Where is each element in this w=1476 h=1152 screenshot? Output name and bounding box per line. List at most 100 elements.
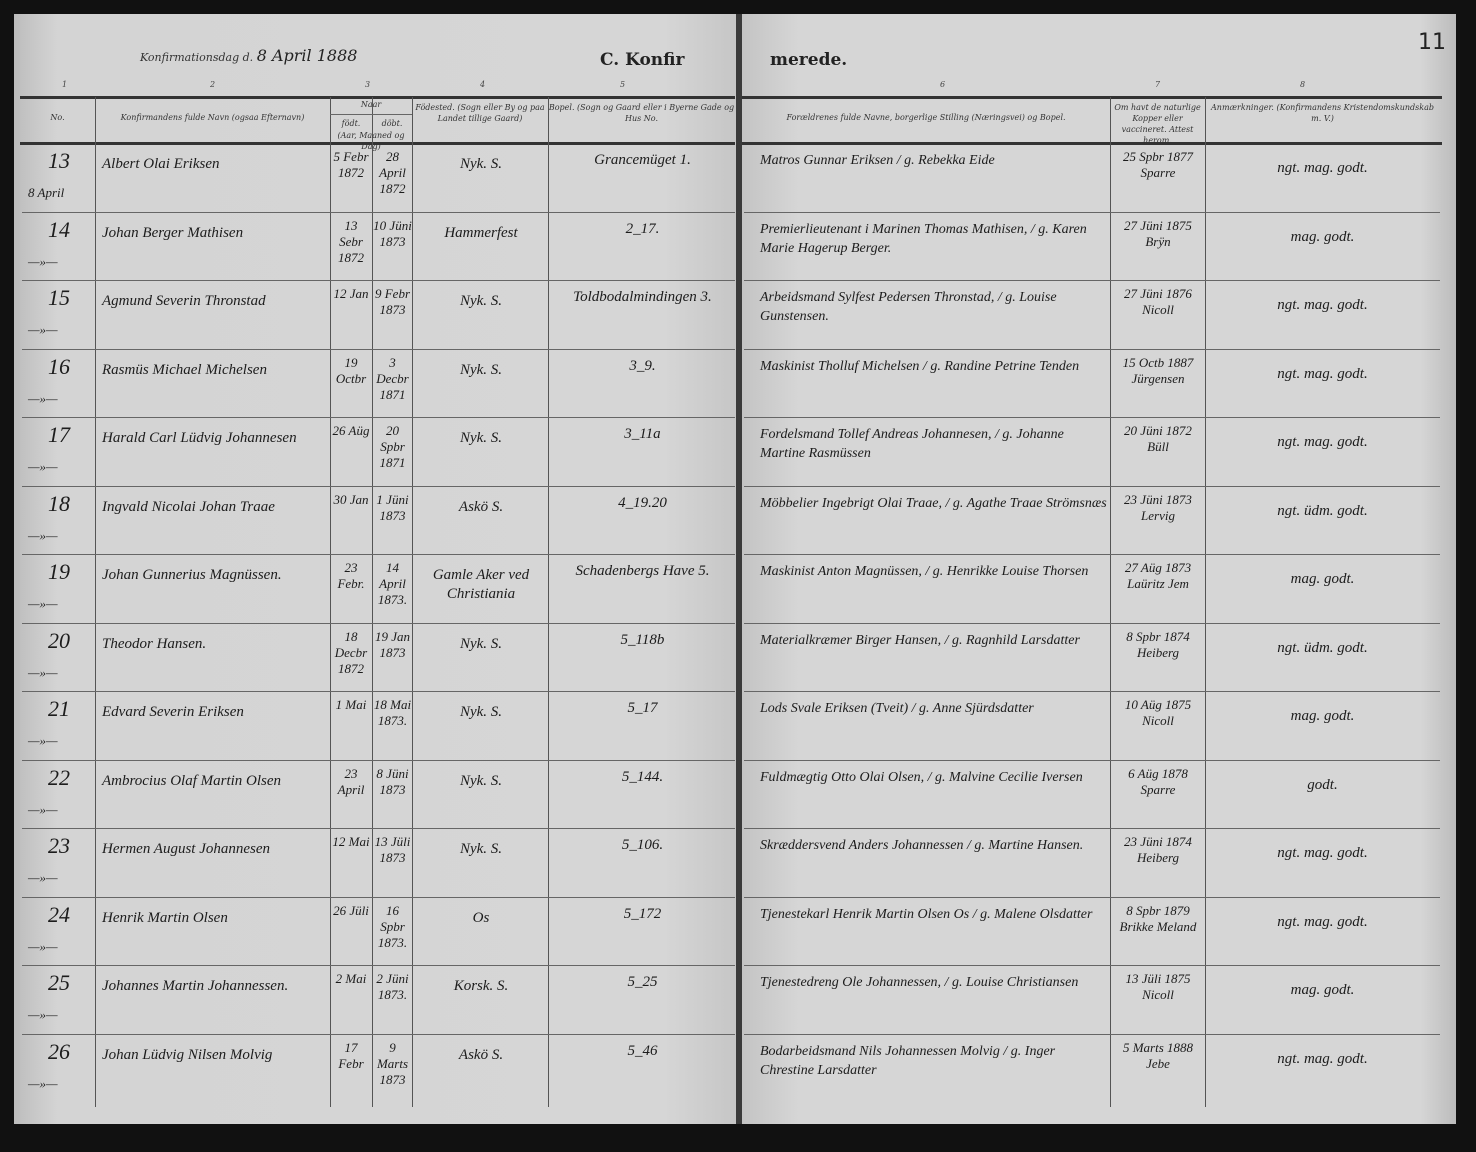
row-divider	[744, 691, 1440, 692]
row-divider	[22, 828, 735, 829]
confirmand-name: Edvard Severin Eriksen	[102, 704, 244, 720]
row-divider	[744, 1033, 1440, 1035]
baptism-date: 2 Jüni 1873.	[376, 971, 409, 1002]
row-divider	[22, 896, 735, 898]
baptism-date: 20 Spbr 1871	[379, 423, 406, 470]
birthplace: Nyk. S.	[459, 704, 503, 720]
residence: 5_46	[627, 1042, 658, 1059]
entry-number: 21	[48, 696, 70, 721]
birthplace: Hammerfest	[444, 224, 518, 241]
remarks: ngt. mag. godt.	[1277, 160, 1368, 176]
confirmand-name: Hermen August Johannesen	[102, 841, 271, 857]
residence: Grancemüget 1.	[594, 152, 691, 168]
row-divider	[22, 554, 735, 555]
birth-date: 30 Jan	[333, 491, 369, 507]
birthplace: Nyk. S.	[459, 156, 503, 172]
row-divider	[22, 1033, 735, 1035]
birthplace: Nyk. S.	[459, 293, 503, 309]
residence: 2_17.	[625, 220, 660, 237]
row-divider	[22, 965, 735, 966]
column-header-bopel: Bopel. (Sogn og Gaard eller i Byerne Gad…	[548, 103, 735, 123]
row-divider	[744, 759, 1440, 761]
entry-date: —»—	[28, 459, 58, 474]
residence: 3_9.	[629, 357, 656, 374]
page-number: 11	[1418, 30, 1446, 55]
entry-number: 22	[48, 764, 70, 790]
parents: Maskinist Tholluf Michelsen / g. Randine…	[760, 358, 1080, 374]
birthplace: Askö S.	[458, 498, 504, 515]
confirmand-name: Johan Lüdvig Nilsen Molvig	[102, 1046, 273, 1063]
entry-number: 17	[48, 422, 70, 447]
vaccination: 27 Aüg 1873 Laüritz Jem	[1124, 560, 1192, 591]
confirmation-date-line: Konfirmationsdag d. 8 April 1888	[140, 46, 358, 65]
vaccination: 10 Aüg 1875 Nicoll	[1124, 697, 1192, 728]
parents: Fordelsmand Tollef Andreas Johannesen, /…	[760, 427, 1064, 461]
birthplace: Nyk. S.	[459, 772, 503, 789]
row-divider	[22, 280, 735, 281]
parents: Skræddersvend Anders Johannessen / g. Ma…	[760, 838, 1084, 853]
baptism-date: 10 Jüni 1873	[373, 217, 412, 249]
confirmand-name: Ingvald Nicolai Johan Traae	[102, 498, 275, 515]
remarks: mag. godt.	[1290, 708, 1355, 724]
remarks: ngt. mag. godt.	[1277, 1050, 1368, 1067]
baptism-date: 19 Jan 1873	[374, 628, 411, 660]
header-bottom-rule	[742, 142, 1442, 145]
vaccination: 27 Jüni 1875 Brÿn	[1124, 217, 1192, 249]
confirmand-name: Johannes Martin Johannessen.	[102, 978, 289, 994]
parents: Lods Svale Eriksen (Tveit) / g. Anne Sjü…	[760, 701, 1034, 716]
header-bottom-rule	[20, 142, 735, 145]
vaccination: 15 Octb 1887 Jürgensen	[1122, 354, 1194, 386]
entry-number: 19	[48, 559, 70, 584]
entry-number: 18	[48, 490, 70, 516]
column-header-no: No.	[50, 113, 65, 122]
row-divider	[22, 622, 735, 624]
remarks: godt.	[1307, 776, 1338, 793]
book-spine	[736, 14, 742, 1124]
entry-number: 20	[48, 627, 70, 653]
entry-date: —»—	[28, 390, 58, 406]
entry-date: —»—	[28, 596, 58, 611]
birthplace: Os	[472, 909, 490, 926]
vaccination: 8 Spbr 1874 Heiberg	[1126, 628, 1190, 660]
birthplace: Gamle Aker ved Christiania	[432, 567, 530, 602]
column-header-name: Konfirmandens fulde Navn (ogsaa Efternav…	[120, 113, 305, 122]
column-number: 6	[940, 80, 946, 89]
residence: 5_144.	[621, 768, 664, 785]
column-divider	[412, 97, 413, 1107]
baptism-date: 14 April 1873.	[377, 560, 408, 607]
baptism-date: 18 Mai 1873.	[373, 697, 412, 728]
baptism-date: 16 Spbr 1873.	[377, 902, 408, 950]
remarks: ngt. mag. godt.	[1277, 913, 1368, 930]
row-divider	[744, 965, 1440, 966]
entry-date: —»—	[28, 527, 58, 543]
column-header-fodt: födt.	[341, 119, 361, 128]
confirmation-date: 8 April 1888	[256, 46, 358, 65]
column-divider	[372, 97, 373, 1107]
remarks: ngt. üdm. godt.	[1277, 502, 1368, 519]
entry-date: —»—	[28, 801, 58, 817]
row-divider	[744, 828, 1440, 829]
entry-date: —»—	[28, 1075, 58, 1091]
row-divider	[744, 417, 1440, 418]
row-divider	[744, 211, 1440, 213]
title-right: merede.	[770, 50, 848, 70]
entry-number: 24	[48, 901, 70, 927]
column-divider	[95, 97, 96, 1107]
baptism-date: 9 Marts 1873	[376, 1039, 409, 1087]
birth-date: 23 April	[337, 765, 365, 797]
entry-number: 16	[48, 353, 70, 379]
vaccination: 23 Jüni 1874 Heiberg	[1124, 834, 1192, 865]
entry-number: 15	[48, 285, 70, 310]
column-divider	[548, 97, 549, 1107]
birth-date: 18 Decbr 1872	[334, 628, 368, 676]
column-header-anm: Anmærkninger. (Konfirmandens Kristendoms…	[1211, 103, 1434, 123]
vaccination: 23 Jüni 1873 Lervig	[1124, 491, 1192, 523]
column-number: 1	[62, 80, 68, 89]
remarks: ngt. mag. godt.	[1277, 845, 1368, 861]
vaccination: 27 Jüni 1876 Nicoll	[1124, 286, 1192, 317]
confirmand-name: Ambrocius Olaf Martin Olsen	[102, 772, 282, 789]
vaccination: 6 Aüg 1878 Sparre	[1128, 765, 1188, 797]
entry-date: —»—	[28, 733, 58, 748]
column-number: 7	[1155, 80, 1161, 89]
row-divider	[22, 691, 735, 692]
